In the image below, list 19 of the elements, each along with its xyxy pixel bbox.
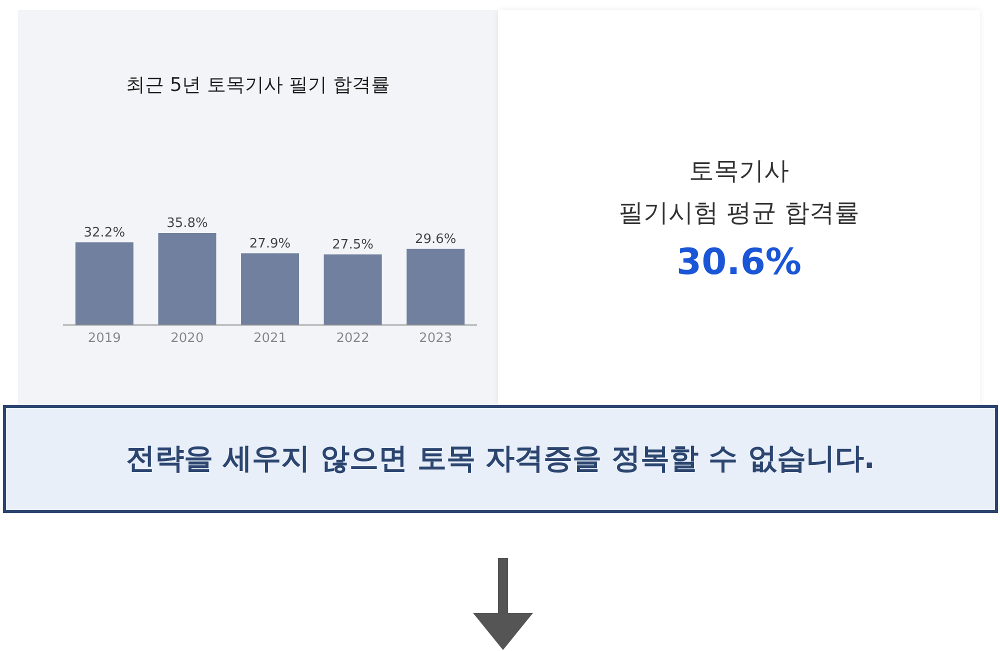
text: 전략을 세우지 않으면 토목 자격증을 정복할 수 없습니다. [126, 440, 875, 477]
x-tick-label: 2022 [336, 331, 370, 346]
x-tick-label: 2020 [170, 331, 204, 346]
x-tick-label: 2023 [419, 331, 452, 346]
chart-title: 최근 5년 토목기사 필기 합격률 [124, 73, 392, 98]
x-tick-label: 2019 [88, 331, 121, 346]
bar [158, 233, 216, 325]
x-tick-label: 2021 [253, 331, 287, 346]
text: 30.6% [676, 242, 802, 283]
bar [241, 253, 300, 325]
data-label: 29.6% [414, 232, 456, 247]
bar [324, 254, 382, 325]
data-label: 27.5% [332, 237, 374, 252]
data-label: 35.8% [166, 216, 208, 231]
bar [75, 242, 134, 325]
data-label: 27.9% [249, 236, 291, 252]
data-label: 32.2% [84, 225, 126, 240]
text: 토목기사 필기시험 평균 합격률 [618, 155, 860, 229]
bar [406, 248, 465, 325]
